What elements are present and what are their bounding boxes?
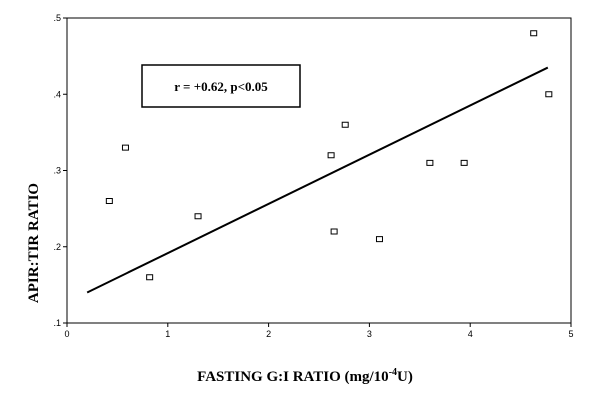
x-tick-label: 5 <box>568 329 573 339</box>
data-point <box>327 152 335 159</box>
x-tick-label: 0 <box>64 329 69 339</box>
x-axis-title-tail: U) <box>397 369 413 385</box>
y-tick-label: .3 <box>53 166 61 176</box>
y-axis-title: APIR:TIR RATIO <box>26 183 42 303</box>
data-point <box>545 91 553 98</box>
annotation-box <box>141 64 301 108</box>
y-tick-label: .1 <box>53 318 61 328</box>
data-point <box>121 144 129 151</box>
x-axis-title-main: FASTING G:I RATIO (mg/10 <box>197 369 389 385</box>
data-point <box>375 236 383 243</box>
x-tick-label: 1 <box>165 329 170 339</box>
y-tick-label: .5 <box>53 13 61 23</box>
x-axis-title-sup: -4 <box>389 367 397 378</box>
data-point <box>146 274 154 281</box>
x-axis-ticks: 0 1 2 3 4 5 <box>64 323 574 339</box>
data-point <box>460 159 468 166</box>
data-point <box>105 198 113 204</box>
data-point <box>341 121 349 128</box>
data-points <box>105 30 553 281</box>
data-point <box>194 213 202 220</box>
y-tick-label: .4 <box>53 89 61 99</box>
x-tick-label: 4 <box>468 329 473 339</box>
regression-line <box>86 66 549 294</box>
data-point <box>530 30 538 37</box>
plot-frame <box>66 17 572 324</box>
y-tick-label: .2 <box>53 242 61 252</box>
x-tick-label: 2 <box>266 329 271 339</box>
x-axis-title: FASTING G:I RATIO (mg/10-4U) <box>197 367 413 385</box>
data-point <box>426 159 434 166</box>
x-tick-label: 3 <box>367 329 372 339</box>
annotation-text: r = +0.62, p<0.05 <box>174 79 268 94</box>
data-point <box>330 228 338 235</box>
y-axis-ticks: .1 .2 .3 .4 .5 <box>53 13 67 328</box>
